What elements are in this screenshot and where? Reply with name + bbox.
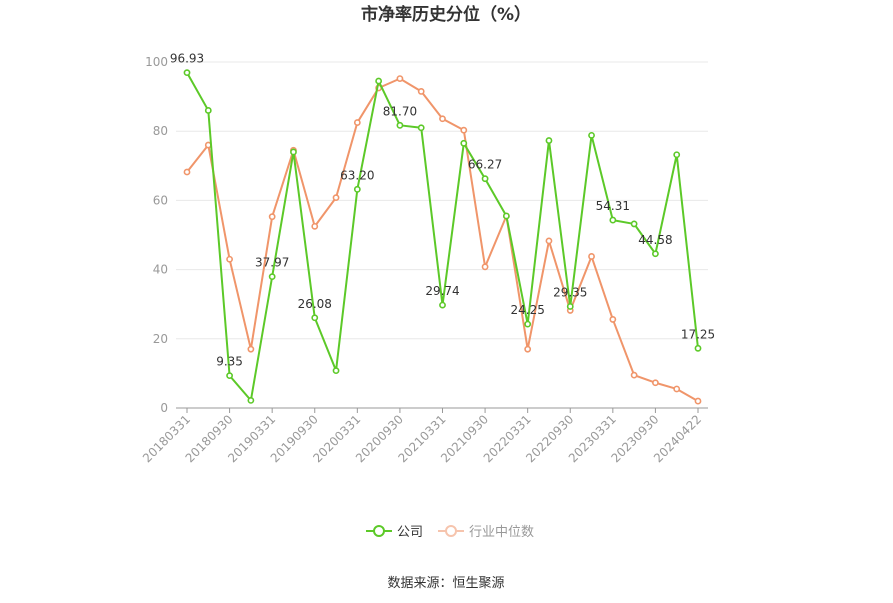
- data-point[interactable]: [311, 222, 319, 230]
- data-point[interactable]: [332, 194, 340, 202]
- legend-item-0[interactable]: 公司: [366, 525, 423, 540]
- data-point[interactable]: [417, 124, 425, 132]
- data-point[interactable]: [439, 301, 446, 309]
- data-point[interactable]: [247, 345, 255, 353]
- y-tick-label: 0: [160, 401, 168, 415]
- x-axis: 2018033120180930201903312019093020200331…: [140, 407, 708, 465]
- data-point[interactable]: [630, 220, 638, 228]
- data-point[interactable]: [183, 168, 191, 176]
- legend-item-1[interactable]: 行业中位数: [438, 525, 534, 540]
- data-point[interactable]: [226, 255, 233, 263]
- data-label: 66.27: [468, 158, 502, 172]
- legend[interactable]: 公司 行业中位数: [366, 525, 534, 540]
- y-axis: 0 20 40 60 80 100: [145, 55, 168, 415]
- y-tick-label: 40: [153, 263, 168, 277]
- legend-label: 公司: [397, 525, 423, 540]
- data-point[interactable]: [652, 379, 659, 387]
- data-label: 24.25: [510, 303, 544, 317]
- data-label: 17.25: [681, 327, 715, 341]
- data-label: 29.74: [425, 284, 459, 298]
- data-point[interactable]: [183, 69, 191, 77]
- data-point[interactable]: [311, 314, 319, 322]
- data-point[interactable]: [226, 372, 233, 380]
- data-point[interactable]: [588, 131, 595, 139]
- data-point[interactable]: [545, 237, 553, 245]
- data-point[interactable]: [247, 396, 255, 404]
- data-point[interactable]: [673, 385, 681, 393]
- data-label: 44.58: [638, 233, 672, 247]
- data-point[interactable]: [588, 253, 595, 260]
- data-point[interactable]: [332, 367, 340, 375]
- data-label: 81.70: [383, 104, 417, 118]
- data-point[interactable]: [481, 175, 489, 183]
- data-point[interactable]: [417, 88, 425, 95]
- data-point[interactable]: [694, 397, 702, 405]
- data-point[interactable]: [353, 185, 361, 193]
- data-point[interactable]: [268, 273, 276, 281]
- data-point[interactable]: [673, 151, 681, 159]
- data-point[interactable]: [609, 316, 617, 323]
- data-point[interactable]: [460, 126, 468, 134]
- legend-marker: [445, 525, 457, 537]
- y-tick-label: 20: [153, 332, 168, 346]
- data-point[interactable]: [502, 212, 510, 220]
- data-labels: 96.93 9.35 37.97 26.08 63.20 81.70 29.74 66.27 2…: [170, 52, 715, 369]
- series-layer: [183, 69, 702, 405]
- data-point[interactable]: [460, 139, 468, 147]
- data-point[interactable]: [630, 371, 638, 379]
- series-1: [183, 75, 702, 405]
- data-label: 63.20: [340, 168, 374, 182]
- data-point[interactable]: [481, 263, 489, 271]
- data-point[interactable]: [396, 121, 404, 129]
- data-point[interactable]: [204, 107, 212, 114]
- data-point[interactable]: [609, 216, 617, 224]
- data-point[interactable]: [524, 345, 532, 353]
- y-tick-label: 60: [153, 193, 168, 207]
- data-point[interactable]: [545, 137, 553, 144]
- legend-label: 行业中位数: [469, 525, 534, 540]
- y-tick-label: 100: [145, 55, 168, 69]
- data-point[interactable]: [353, 119, 361, 126]
- legend-marker: [373, 525, 385, 537]
- data-label: 9.35: [216, 355, 243, 369]
- data-point[interactable]: [524, 320, 532, 328]
- data-point[interactable]: [694, 344, 702, 352]
- data-point[interactable]: [652, 250, 659, 258]
- chart-title: 市净率历史分位（%）: [361, 4, 531, 25]
- series-0: [183, 69, 702, 404]
- data-label: 37.97: [255, 256, 289, 270]
- data-label: 54.31: [596, 199, 630, 213]
- data-point[interactable]: [439, 115, 446, 123]
- y-tick-label: 80: [153, 124, 168, 138]
- data-point[interactable]: [566, 303, 574, 310]
- series-line: [186, 77, 699, 402]
- data-label: 29.35: [553, 285, 587, 299]
- data-label: 26.08: [298, 297, 332, 311]
- source-note: 数据来源：恒生聚源: [387, 576, 504, 591]
- data-point[interactable]: [290, 148, 297, 156]
- data-point[interactable]: [268, 213, 276, 221]
- data-point[interactable]: [375, 77, 383, 85]
- data-point[interactable]: [396, 75, 404, 83]
- data-label: 96.93: [170, 52, 204, 66]
